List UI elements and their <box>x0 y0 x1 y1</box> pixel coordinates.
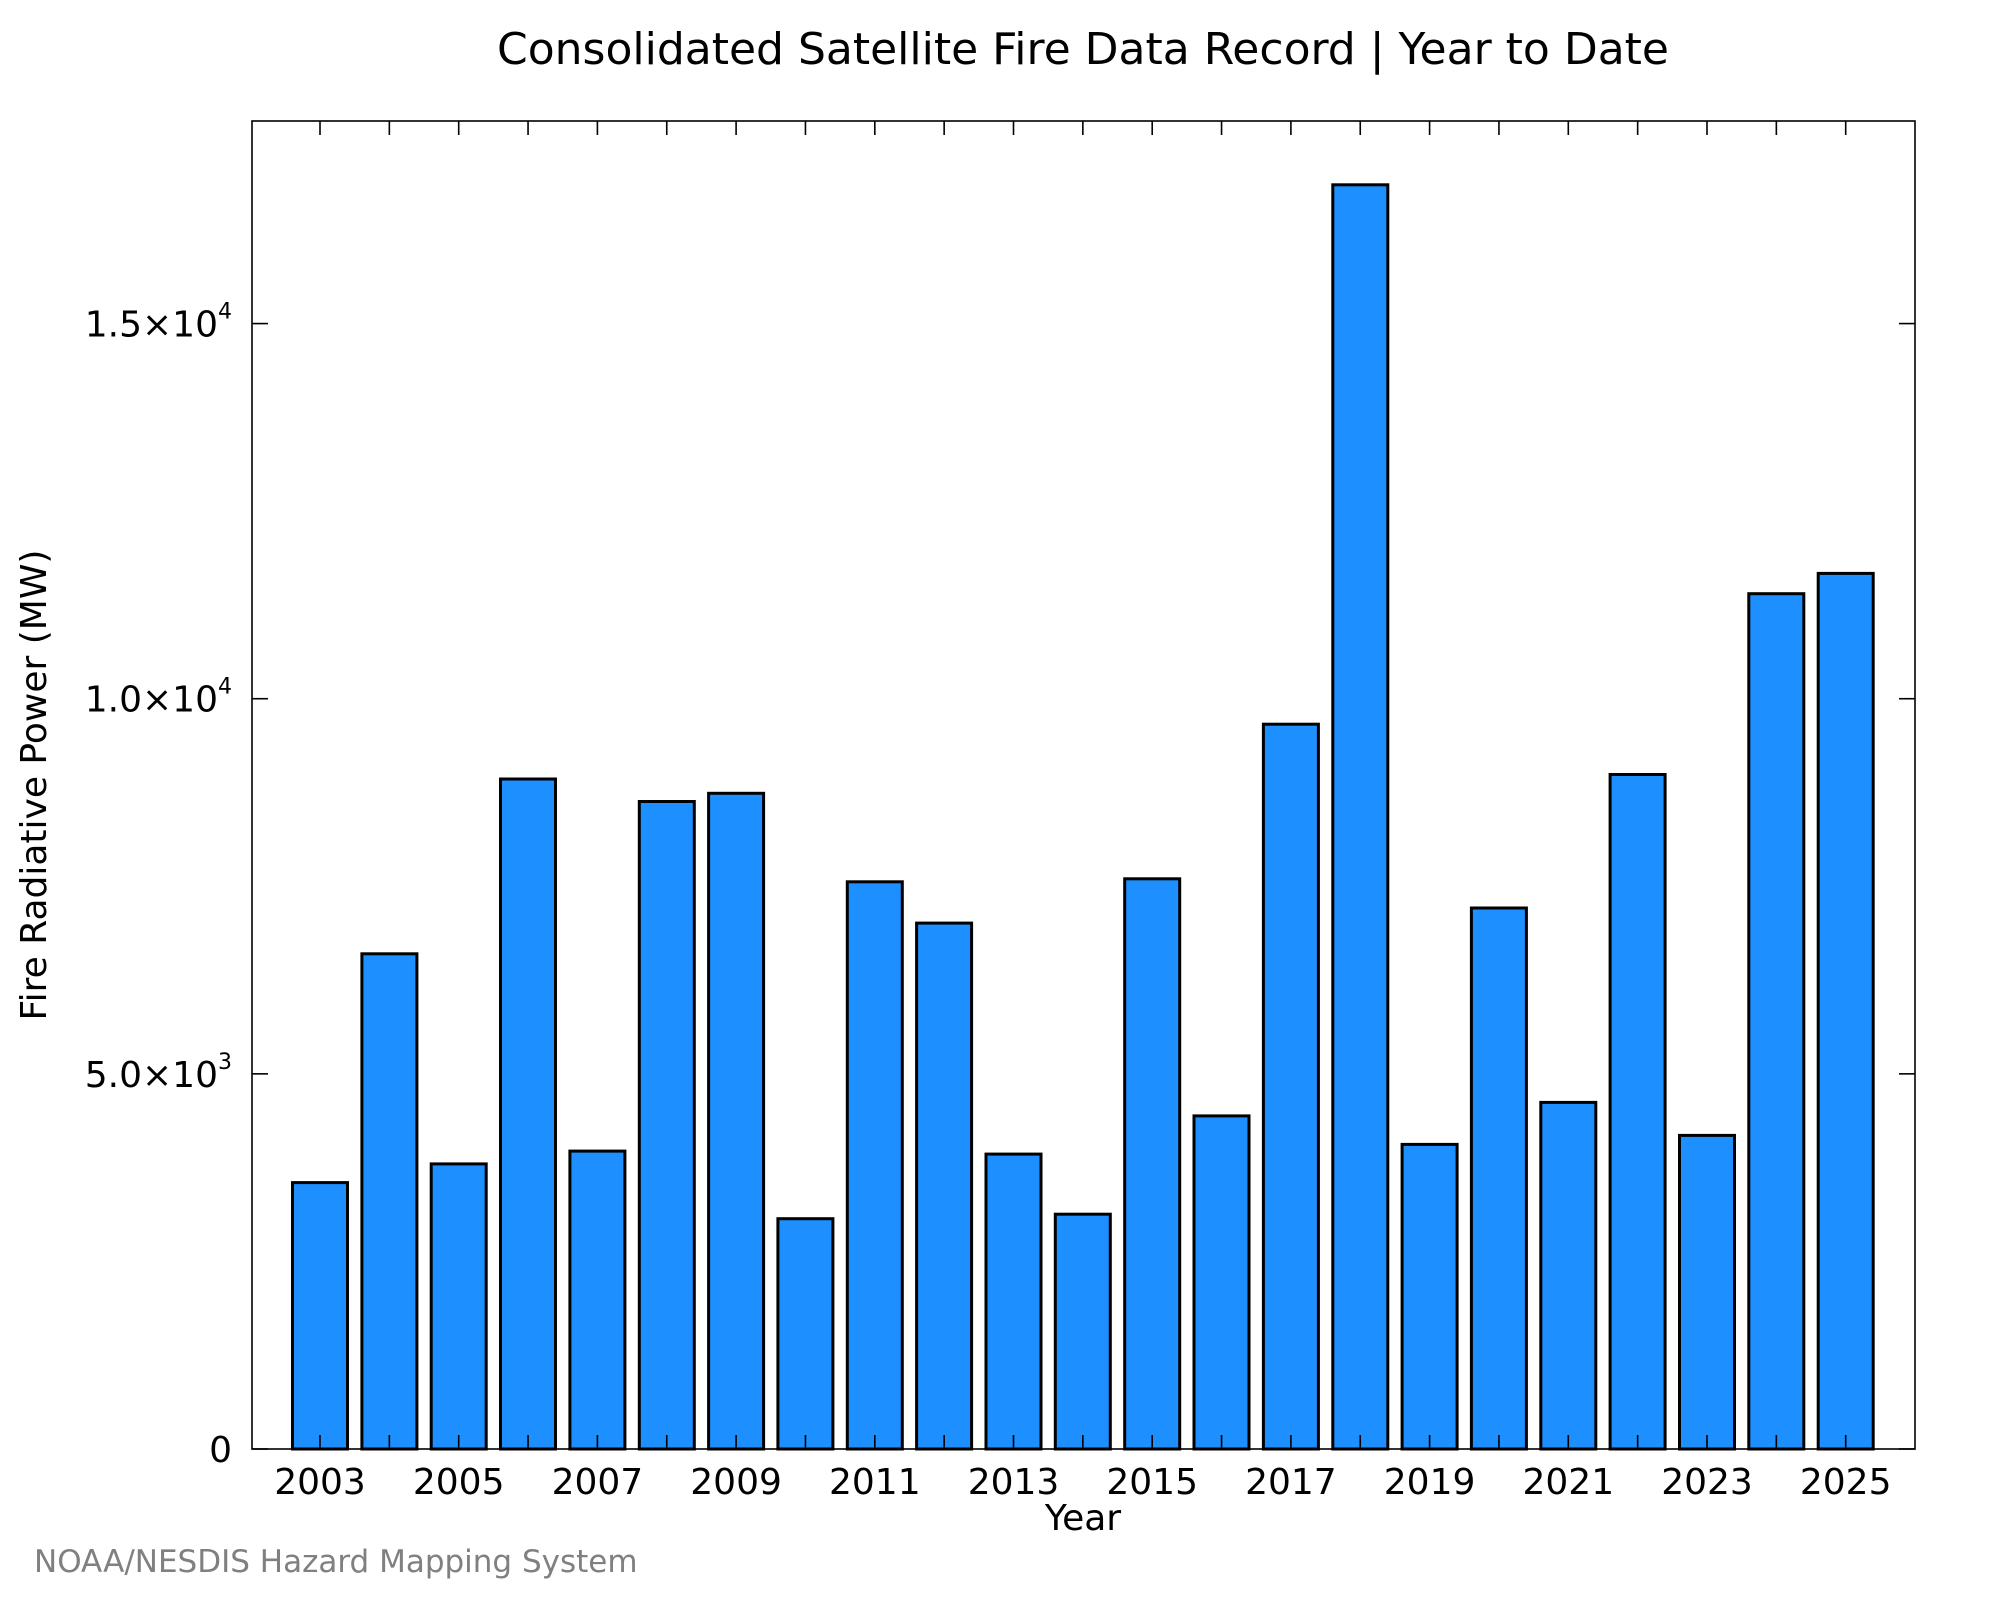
bar-2025 <box>1816 571 1875 1451</box>
bar-2023 <box>1678 1133 1736 1451</box>
y-tick-label-10000: 1.0×104 <box>85 675 232 721</box>
bar-2011 <box>845 880 904 1451</box>
y-axis-label: Fire Radiative Power (MW) <box>14 550 55 1021</box>
y-tick-mantissa: 0 <box>209 1430 232 1471</box>
bar-2009 <box>707 791 766 1451</box>
bars-layer <box>291 183 1875 1451</box>
y-tick-exponent: 3 <box>218 1050 232 1075</box>
bar-2010 <box>776 1217 835 1451</box>
y-tick-exponent: 4 <box>218 675 232 700</box>
bar-2018 <box>1331 183 1390 1451</box>
bar-2012 <box>915 921 974 1451</box>
x-tick-label-2015: 2015 <box>1106 1462 1198 1503</box>
bar-2021 <box>1539 1100 1598 1451</box>
ticks-layer <box>252 121 1915 1450</box>
bar-2006 <box>499 777 557 1451</box>
bar-2004 <box>360 952 419 1451</box>
y-tick-mantissa: 1.0×10 <box>85 680 218 721</box>
tick-labels-layer: 2003 2005 2007 2009 2011 2013 2015 2017 2019 2021… <box>85 300 1892 1503</box>
bar-2013 <box>984 1152 1043 1451</box>
credit-text: NOAA/NESDIS Hazard Mapping System <box>34 1544 638 1580</box>
x-tick-label-2019: 2019 <box>1384 1462 1476 1503</box>
bar-2017 <box>1261 722 1320 1451</box>
x-axis-label: Year <box>1044 1498 1121 1539</box>
bar-2019 <box>1400 1142 1459 1451</box>
bar-2005 <box>429 1162 488 1451</box>
bar-2020 <box>1469 906 1528 1451</box>
bar-2008 <box>637 800 696 1451</box>
y-tick-label-0: 0 <box>209 1430 232 1471</box>
x-tick-label-2025: 2025 <box>1800 1462 1892 1503</box>
bar-2007 <box>568 1149 627 1451</box>
x-tick-label-2021: 2021 <box>1522 1462 1614 1503</box>
bar-2022 <box>1608 773 1667 1451</box>
bar-2015 <box>1123 877 1182 1451</box>
y-tick-mantissa: 5.0×10 <box>85 1055 218 1096</box>
y-tick-label-5000: 5.0×103 <box>85 1050 232 1096</box>
x-tick-label-2013: 2013 <box>968 1462 1060 1503</box>
x-tick-label-2011: 2011 <box>829 1462 921 1503</box>
bar-2014 <box>1053 1212 1112 1451</box>
x-tick-label-2017: 2017 <box>1245 1462 1337 1503</box>
bar-2024 <box>1747 592 1806 1451</box>
x-tick-label-2007: 2007 <box>552 1462 644 1503</box>
y-tick-exponent: 4 <box>218 300 232 325</box>
bar-2016 <box>1192 1114 1251 1451</box>
y-tick-mantissa: 1.5×10 <box>85 305 218 346</box>
y-tick-label-15000: 1.5×104 <box>85 300 232 346</box>
x-tick-label-2009: 2009 <box>690 1462 782 1503</box>
chart-title: Consolidated Satellite Fire Data Record … <box>497 24 1669 75</box>
x-tick-label-2005: 2005 <box>413 1462 505 1503</box>
bar-2003 <box>291 1181 349 1451</box>
x-tick-label-2023: 2023 <box>1661 1462 1753 1503</box>
x-tick-label-2003: 2003 <box>274 1462 366 1503</box>
